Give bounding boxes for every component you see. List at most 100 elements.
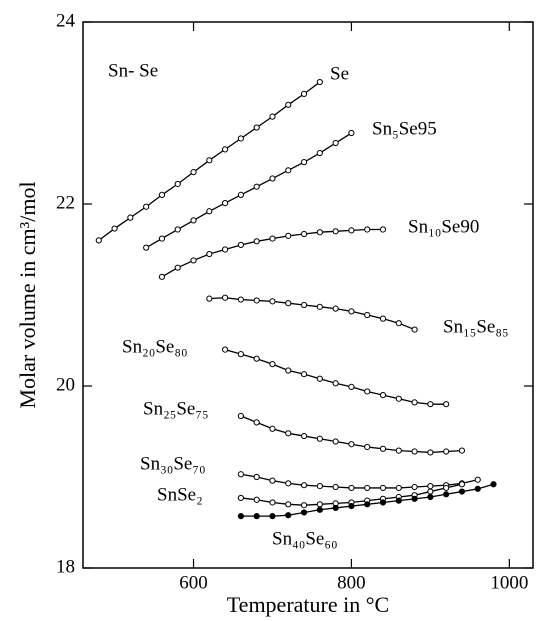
data-point	[316, 229, 323, 236]
data-point	[237, 351, 244, 358]
data-point	[143, 203, 150, 210]
series-line	[240, 473, 478, 489]
data-point	[411, 448, 418, 455]
data-point	[300, 509, 308, 516]
data-point	[237, 241, 244, 249]
data-point	[300, 502, 308, 509]
data-point	[222, 246, 229, 253]
data-point	[364, 501, 371, 508]
data-point	[348, 441, 355, 448]
data-point	[474, 476, 481, 483]
data-point	[237, 412, 244, 420]
data-point	[300, 301, 308, 309]
series-label: SnSe₂	[157, 484, 203, 505]
data-point	[332, 228, 339, 235]
data-point	[443, 484, 450, 492]
data-point	[458, 481, 466, 488]
data-point	[222, 346, 229, 353]
series-label: Sn₁₀Se90	[408, 216, 479, 237]
data-point	[443, 401, 450, 408]
data-point	[364, 226, 371, 233]
data-point	[411, 399, 418, 406]
data-point	[174, 226, 181, 233]
data-point	[253, 419, 260, 426]
data-point	[285, 101, 292, 108]
data-point	[364, 311, 371, 319]
data-point	[269, 425, 276, 432]
data-point	[95, 237, 102, 244]
y-tick-label: 20	[56, 374, 75, 395]
data-point	[253, 124, 260, 131]
series-label: Sn₄₀Se₆₀	[272, 528, 338, 549]
data-point	[348, 129, 355, 137]
data-point	[395, 447, 402, 454]
x-axis-label: Temperature in °C	[227, 592, 389, 617]
data-point	[269, 298, 276, 305]
data-point	[300, 371, 308, 378]
data-point	[443, 491, 450, 498]
data-point	[237, 494, 244, 502]
data-point	[316, 435, 323, 442]
data-point	[285, 430, 292, 437]
data-point	[427, 483, 434, 490]
data-point	[411, 495, 418, 502]
data-point	[206, 157, 213, 164]
data-point	[364, 484, 371, 492]
data-point	[379, 484, 387, 492]
data-point	[490, 481, 497, 488]
data-point	[316, 506, 323, 513]
series-label: Sn₂₀Se₈₀	[122, 336, 188, 357]
data-point	[348, 227, 355, 234]
data-point	[443, 448, 450, 455]
data-point	[379, 392, 387, 399]
data-point	[269, 477, 276, 484]
data-point	[253, 355, 260, 362]
series-label: Se	[330, 63, 349, 84]
data-point	[316, 149, 323, 157]
data-point	[269, 175, 276, 182]
data-point	[379, 499, 387, 506]
plot-frame	[82, 21, 534, 569]
data-point	[253, 513, 260, 520]
data-point	[269, 499, 276, 506]
data-point	[300, 159, 308, 166]
data-point	[285, 480, 292, 487]
data-point	[158, 191, 166, 198]
data-point	[237, 296, 244, 303]
data-point	[143, 244, 150, 251]
data-point	[379, 226, 387, 233]
data-point	[190, 217, 197, 224]
data-point	[158, 235, 166, 242]
y-tick-label: 22	[56, 192, 75, 213]
data-point	[379, 445, 387, 452]
data-point	[269, 235, 276, 242]
data-point	[253, 473, 260, 481]
data-point	[190, 169, 197, 176]
data-point	[332, 139, 339, 147]
data-point	[458, 447, 466, 454]
y-axis-label: Molar volume in cm³/mol	[15, 181, 40, 408]
data-point	[206, 295, 213, 302]
data-point	[395, 497, 402, 504]
series-label: Sn₅Se95	[372, 118, 437, 139]
data-point	[253, 297, 260, 304]
data-point	[332, 504, 339, 512]
data-point	[222, 199, 229, 207]
series-label: Sn₁₅Se₈₅	[443, 316, 509, 337]
data-point	[300, 230, 308, 238]
data-point	[332, 438, 339, 445]
y-tick-label: 18	[56, 556, 75, 577]
data-point	[411, 483, 418, 491]
data-point	[300, 90, 308, 97]
data-point	[269, 361, 276, 368]
data-point	[222, 146, 229, 153]
data-point	[237, 191, 244, 198]
data-point	[316, 483, 323, 490]
data-point	[222, 294, 229, 301]
data-point	[348, 308, 355, 315]
data-point	[427, 401, 434, 408]
data-point	[190, 257, 197, 264]
data-point	[253, 496, 260, 503]
data-point	[411, 326, 418, 333]
